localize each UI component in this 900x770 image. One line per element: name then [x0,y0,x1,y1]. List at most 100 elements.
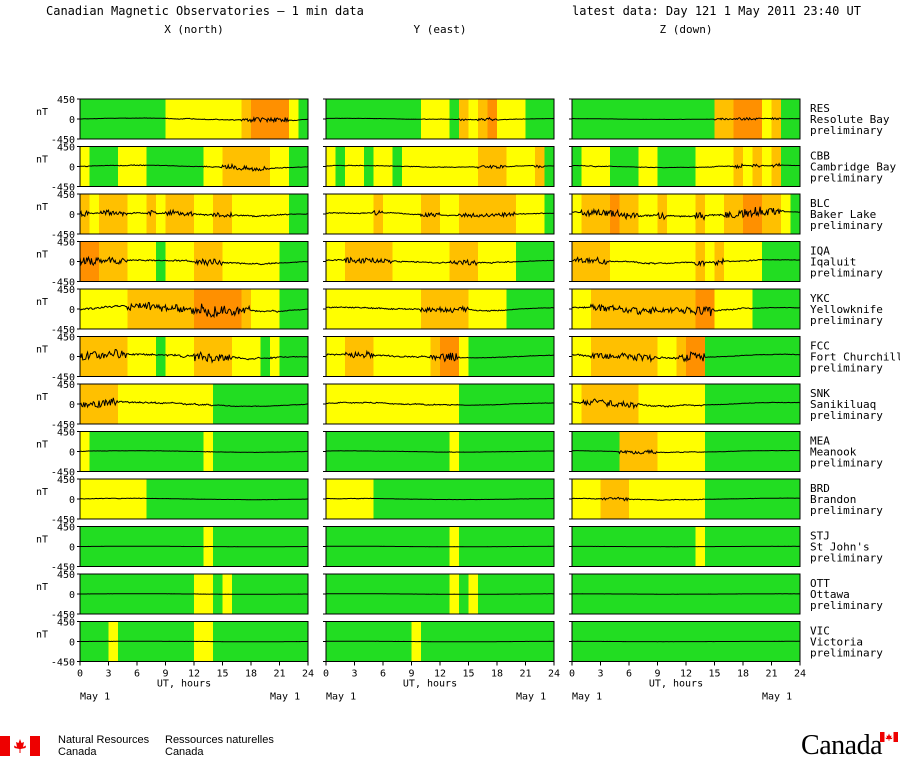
activity-bar [80,384,90,424]
data-trace [326,593,555,595]
activity-bar [676,194,687,234]
activity-bar [591,194,601,234]
activity-bar [232,241,242,282]
activity-bar [118,99,128,139]
activity-bar [478,99,488,139]
station-status: preliminary [810,504,883,517]
footer: Natural Resources Canada Ressources natu… [0,726,900,770]
activity-bar [790,289,801,329]
activity-bar [771,336,782,377]
activity-bar [733,289,744,329]
activity-bar [497,336,507,377]
activity-bar [468,99,479,139]
activity-bar [383,336,393,377]
activity-bar [345,384,355,424]
x-tick-label: 12 [680,669,692,680]
activity-bar [459,431,469,472]
activity-bar [118,146,128,187]
y-unit-label: nT [36,345,48,356]
panel-vic-1 [323,621,555,662]
activity-bar [535,289,545,329]
activity-bar [619,336,630,377]
activity-bar [156,336,166,377]
activity-bar [127,99,138,139]
activity-bar [213,336,223,377]
activity-bar [790,241,801,282]
activity-bar [525,289,536,329]
activity-bar [270,336,280,377]
x-axis-label: UT, hours [649,679,703,690]
activity-bar [335,146,346,187]
activity-bar [449,146,460,187]
activity-bar [118,336,128,377]
data-trace [326,545,554,548]
activity-bar [657,289,668,329]
activity-bar [354,384,365,424]
activity-bar [648,241,658,282]
activity-bar [535,384,545,424]
component-label-2: Z (down) [660,23,713,36]
activity-bar [686,146,696,187]
activity-bar [373,384,384,424]
activity-bar [137,99,147,139]
panel-ott-2 [569,573,801,615]
data-trace [79,162,309,172]
activity-bar [165,241,176,282]
activity-bar [373,146,384,187]
y-unit-label: nT [36,440,48,451]
activity-bar [251,479,261,519]
panel-brd-1 [323,478,555,520]
activity-bar [270,431,280,472]
activity-bar [762,146,772,187]
activity-bar [638,384,649,424]
y-unit-label: nT [36,582,48,593]
activity-bar [487,384,498,424]
activity-bar [714,289,725,329]
activity-bar [335,384,346,424]
panel-snk-2 [569,383,801,425]
station-code: IQA [810,245,830,258]
activity-bar [364,384,374,424]
y-unit-label: nT [36,392,48,403]
y-tick-label: 450 [57,380,75,391]
activity-bar [497,289,507,329]
activity-bar [695,289,706,329]
activity-bar [127,336,138,377]
x-axis-1: 0 3 6 9 12 15 18 21 24 UT, hours May 1 May 1 [323,661,560,703]
x-axis-0: 0 3 6 9 12 15 18 21 24 UT, hours May 1 May 1 [77,661,314,703]
y-tick-label: 0 [69,590,75,601]
activity-bar [686,241,696,282]
activity-bar [421,384,431,424]
activity-bar [487,241,498,282]
activity-bar [478,241,488,282]
station-code: BLC [810,197,830,210]
panel-ykc-0 [77,288,309,330]
x-axis-label: UT, hours [403,679,457,690]
activity-bar [251,241,261,282]
panel-stj-1 [323,526,555,567]
activity-bar [146,146,157,187]
activity-bar [525,146,536,187]
activity-bar [762,479,772,519]
activity-bar [695,431,706,472]
y-tick-label: -450 [51,325,75,336]
activity-bar [289,384,299,424]
panel-vic-2 [569,621,801,662]
x-tick-label: 0 [569,669,575,680]
activity-bar [459,384,469,424]
station-name: Baker Lake [810,208,876,221]
x-tick-label: 21 [273,669,285,680]
activity-bar [743,146,753,187]
activity-bar [459,99,469,139]
activity-bar [99,146,109,187]
activity-bar [790,336,801,377]
activity-bar [421,241,431,282]
y-unit-label: nT [36,487,48,498]
activity-bar [781,336,791,377]
y-tick-label: 0 [69,495,75,506]
activity-bar [686,479,696,519]
panel-vic-0 [77,621,309,662]
activity-bar [203,194,214,234]
activity-bar [156,99,166,139]
